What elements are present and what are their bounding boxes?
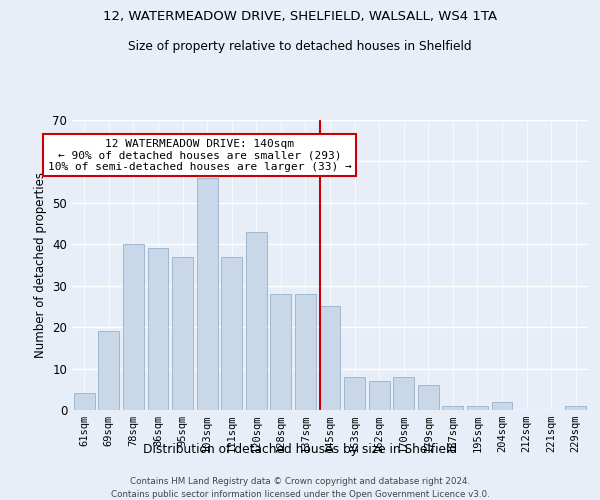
Text: Distribution of detached houses by size in Shelfield: Distribution of detached houses by size … [143,442,457,456]
Bar [467,406,488,410]
Bar [172,256,193,410]
Bar [565,406,586,410]
Text: 12 WATERMEADOW DRIVE: 140sqm
← 90% of detached houses are smaller (293)
10% of s: 12 WATERMEADOW DRIVE: 140sqm ← 90% of de… [48,138,352,172]
Text: Size of property relative to detached houses in Shelfield: Size of property relative to detached ho… [128,40,472,53]
Bar [98,332,119,410]
Bar [344,377,365,410]
Bar [368,381,389,410]
Bar [148,248,169,410]
Bar [221,256,242,410]
Y-axis label: Number of detached properties: Number of detached properties [34,172,47,358]
Bar [271,294,292,410]
Bar [123,244,144,410]
Bar [442,406,463,410]
Text: 12, WATERMEADOW DRIVE, SHELFIELD, WALSALL, WS4 1TA: 12, WATERMEADOW DRIVE, SHELFIELD, WALSAL… [103,10,497,23]
Bar [74,394,95,410]
Bar [246,232,267,410]
Bar [491,402,512,410]
Bar [320,306,340,410]
Bar [197,178,218,410]
Bar [393,377,414,410]
Bar [295,294,316,410]
Text: Contains HM Land Registry data © Crown copyright and database right 2024.: Contains HM Land Registry data © Crown c… [130,478,470,486]
Text: Contains public sector information licensed under the Open Government Licence v3: Contains public sector information licen… [110,490,490,499]
Bar [418,385,439,410]
